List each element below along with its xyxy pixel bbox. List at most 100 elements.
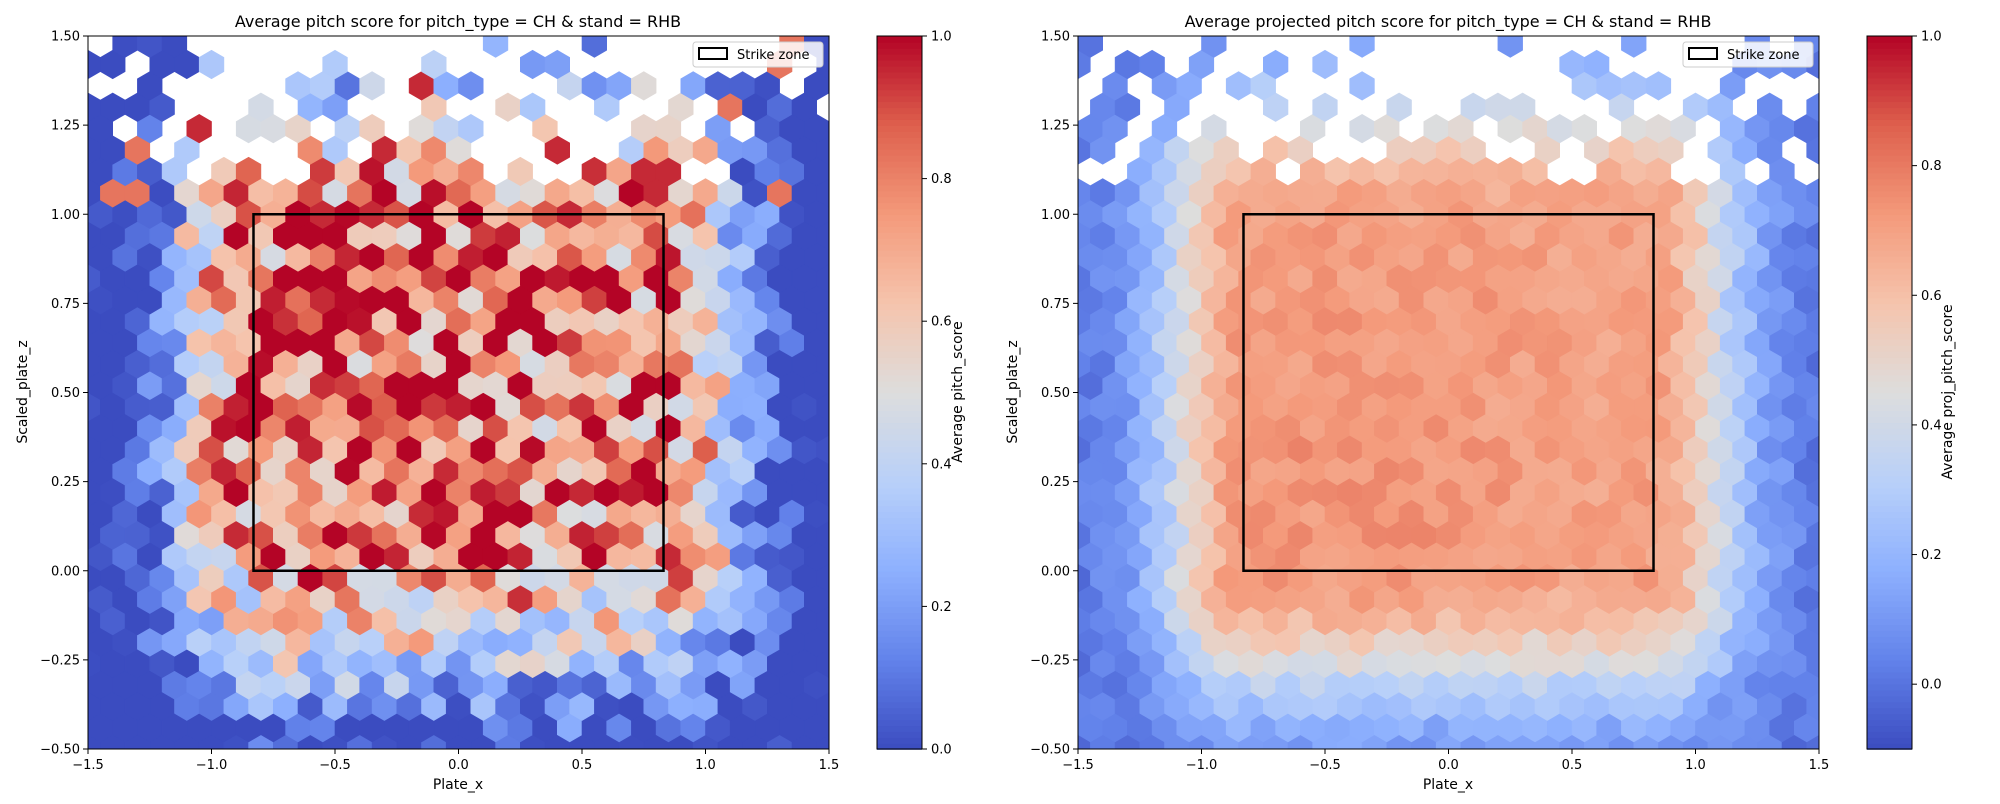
colorbar-segment xyxy=(877,374,922,382)
colorbar-segment xyxy=(877,440,922,447)
colorbar-segment xyxy=(1867,725,1912,732)
hexbin-cell xyxy=(1041,50,1066,79)
hexbin-cell xyxy=(51,50,76,79)
colorbar-segment xyxy=(877,220,922,227)
colorbar-segment xyxy=(877,606,922,614)
hexbin-cell xyxy=(1818,677,1819,693)
chart-title: Average pitch score for pitch_type = CH … xyxy=(235,12,681,32)
strike-zone-box xyxy=(1242,213,1655,572)
x-ticks: −1.5 −1.0 −0.5 0.0 0.5 1.0 1.5 xyxy=(1062,749,1829,773)
colorbar-segment xyxy=(1867,665,1912,673)
colorbar-segment xyxy=(1867,297,1912,305)
hexbin-cell xyxy=(1078,634,1079,650)
colorbar-segment xyxy=(877,624,922,631)
colorbar-segment xyxy=(1867,434,1912,441)
y-tick-label: 0.75 xyxy=(51,297,80,312)
chart-panel-right: Average projected pitch score for pitch_… xyxy=(1005,12,1956,793)
colorbar-segment xyxy=(877,398,922,406)
hexbin-cell xyxy=(88,249,89,265)
colorbar-segment xyxy=(1867,422,1912,429)
colorbar-tick-label: 0.8 xyxy=(1921,159,1942,174)
colorbar-segment xyxy=(877,71,922,79)
colorbar-segment xyxy=(877,279,922,287)
y-tick-label: 0.50 xyxy=(51,386,80,401)
hexbin-cell xyxy=(1041,264,1066,293)
colorbar-segment xyxy=(1867,154,1912,162)
hexbin-cell xyxy=(507,156,533,187)
hexbin-cell xyxy=(51,264,76,293)
colorbar-segment xyxy=(877,517,922,525)
colorbar-segment xyxy=(877,653,922,661)
colorbar-segment xyxy=(1867,428,1912,435)
colorbar-segment xyxy=(877,481,922,489)
colorbar-segment xyxy=(877,333,922,340)
colorbar-segment xyxy=(877,101,922,109)
hexbin-cell xyxy=(1312,92,1338,122)
x-tick-label: −1.0 xyxy=(1186,758,1218,773)
colorbar-tick-label: 0.8 xyxy=(931,172,952,187)
colorbar-segment xyxy=(877,392,922,400)
hexbin-cell xyxy=(1041,521,1066,550)
colorbar-segment xyxy=(1867,731,1912,738)
colorbar-segment xyxy=(1867,410,1912,418)
colorbar-segment xyxy=(877,95,922,103)
hexbin-cell xyxy=(828,335,829,351)
hexbin-cell xyxy=(1078,420,1079,436)
colorbar-segment xyxy=(877,731,922,738)
colorbar-segment xyxy=(1867,362,1912,370)
colorbar-segment xyxy=(877,41,922,49)
hexbin-cell xyxy=(1818,420,1819,436)
colorbar-segment xyxy=(1867,36,1912,43)
legend-swatch xyxy=(698,47,728,60)
x-tick-label: 1.5 xyxy=(1809,758,1830,773)
x-tick-label: −0.5 xyxy=(319,758,351,773)
hexbin-cell xyxy=(1041,692,1066,721)
colorbar-segment xyxy=(1867,677,1912,685)
colorbar-segment xyxy=(877,630,922,637)
hexbin-cell xyxy=(1818,463,1819,479)
hexbin-cell xyxy=(421,49,447,80)
hexbin-cell xyxy=(828,506,829,522)
hexbin-cell xyxy=(779,36,781,37)
colorbar-segment xyxy=(877,172,922,180)
colorbar-segment xyxy=(877,493,922,501)
colorbar-segment xyxy=(1867,576,1912,584)
hexbin-cell xyxy=(51,350,76,379)
x-tick-label: 1.0 xyxy=(695,758,716,773)
colorbar-segment xyxy=(877,166,922,174)
legend-label: Strike zone xyxy=(737,48,810,63)
colorbar-segment xyxy=(1867,416,1912,424)
colorbar-segment xyxy=(877,297,922,305)
colorbar-segment xyxy=(877,243,922,251)
hexbin-cell xyxy=(1510,92,1536,122)
legend: Strike zone xyxy=(1682,41,1814,68)
y-tick-label: 1.25 xyxy=(1041,119,1070,134)
hexbin-cell xyxy=(1818,292,1819,308)
colorbar-segment xyxy=(877,36,922,43)
hexbin-cell xyxy=(88,634,89,650)
hexbin-cell xyxy=(88,163,89,179)
y-tick-label: −0.25 xyxy=(40,653,80,668)
colorbar-segment xyxy=(877,725,922,732)
hexbin-cell xyxy=(495,92,521,122)
hexbin-cell xyxy=(828,377,829,393)
colorbar-segment xyxy=(877,261,922,269)
hexbin-cell xyxy=(1102,36,1104,37)
colorbar-segment xyxy=(1867,647,1912,655)
hexbin-cell xyxy=(51,692,76,721)
y-tick-label: −0.50 xyxy=(1030,743,1070,758)
colorbar-segment xyxy=(877,636,922,643)
hexbin-cell xyxy=(51,606,76,635)
hexbin-cell xyxy=(235,156,262,187)
colorbar-tick-label: 0.0 xyxy=(1921,678,1942,693)
hexbin-cell xyxy=(828,292,829,308)
hexbin-cell xyxy=(51,221,76,250)
colorbar-segment xyxy=(877,404,922,412)
colorbar-segment xyxy=(1867,321,1912,328)
hexbin-cell xyxy=(1645,71,1672,101)
hexbin-cell xyxy=(828,549,829,564)
colorbar-segment xyxy=(1867,737,1912,744)
colorbar-segment xyxy=(877,689,922,697)
colorbar-segment xyxy=(1867,487,1912,495)
colorbar-segment xyxy=(877,588,922,596)
